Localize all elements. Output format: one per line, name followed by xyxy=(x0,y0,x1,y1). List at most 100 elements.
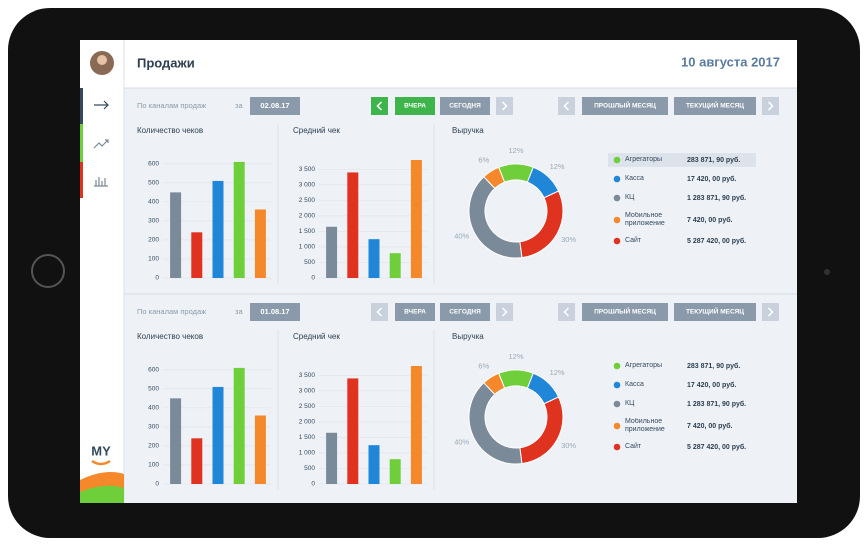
period-button[interactable] xyxy=(440,97,490,115)
y-tick-label: 300 xyxy=(148,424,159,431)
page-date: 10 августа 2017 xyxy=(681,54,780,69)
y-tick-label: 200 xyxy=(148,443,159,450)
period-button-label[interactable]: ТЕКУЩИЙ МЕСЯЦ xyxy=(686,101,744,110)
period-button[interactable] xyxy=(440,303,490,321)
legend-swatch xyxy=(613,362,621,370)
legend-swatch xyxy=(613,237,621,245)
arrow-icon xyxy=(501,101,508,111)
period-button[interactable] xyxy=(395,97,435,115)
nav-icon[interactable] xyxy=(94,177,108,187)
legend-amount: 7 420, 00 руб. xyxy=(687,216,733,224)
legend-amount: 283 871, 90 руб. xyxy=(687,362,740,370)
y-tick-label: 500 xyxy=(148,180,159,187)
period-button[interactable] xyxy=(674,303,756,321)
period-button-label[interactable]: ПРОШЛЫЙ МЕСЯЦ xyxy=(594,101,656,110)
bar xyxy=(389,253,401,278)
legend-swatch xyxy=(613,381,621,389)
legend-amount: 1 283 871, 90 руб. xyxy=(687,194,746,202)
nav-icon[interactable] xyxy=(93,139,109,149)
legend-swatch xyxy=(613,156,621,164)
period-button[interactable] xyxy=(674,97,756,115)
arrow-button[interactable] xyxy=(496,97,513,115)
period-button-label[interactable]: СЕГОДНЯ xyxy=(449,103,481,110)
filter-date[interactable]: 01.08.17 xyxy=(260,307,289,316)
chart-title: Средний чек xyxy=(293,126,340,135)
period-button[interactable] xyxy=(395,303,435,321)
y-tick-label: 400 xyxy=(148,199,159,206)
legend-name-box: Сайт xyxy=(625,237,641,244)
period-button[interactable] xyxy=(582,97,668,115)
arrow-icon xyxy=(767,101,774,111)
legend-swatch xyxy=(613,216,621,224)
arrow-button[interactable] xyxy=(371,97,388,115)
legend-name-box: КЦ xyxy=(625,400,635,407)
bar xyxy=(191,232,203,278)
legend-name-box: Мобильное приложение xyxy=(625,212,665,227)
y-tick-label: 500 xyxy=(148,386,159,393)
y-tick-label: 2 500 xyxy=(299,197,316,204)
bar xyxy=(191,438,203,484)
bar xyxy=(347,172,359,278)
donut-label: 6% xyxy=(478,155,489,164)
legend-amount: 5 287 420, 00 руб. xyxy=(687,237,746,245)
logo: MY xyxy=(91,443,111,458)
period-button-label[interactable]: ВЧЕРА xyxy=(404,103,426,110)
y-tick-label: 600 xyxy=(148,161,159,168)
legend-name: Агрегаторы xyxy=(625,156,663,163)
home-button[interactable] xyxy=(31,254,65,288)
arrow-icon xyxy=(501,307,508,317)
donut-label: 12% xyxy=(550,162,565,171)
legend-name-box: Мобильное приложение xyxy=(625,418,665,433)
y-tick-label: 3 000 xyxy=(299,388,316,395)
y-tick-label: 2 000 xyxy=(299,213,316,220)
arrow-button[interactable] xyxy=(371,303,388,321)
bar xyxy=(233,161,245,278)
arrow-icon xyxy=(376,307,383,317)
period-button[interactable] xyxy=(582,303,668,321)
arrow-button[interactable] xyxy=(558,97,575,115)
arrow-button[interactable] xyxy=(496,303,513,321)
arrow-button[interactable] xyxy=(762,303,779,321)
nav-marker xyxy=(80,162,83,198)
arrow-icon xyxy=(767,307,774,317)
legend-highlight xyxy=(608,153,756,167)
legend-amount: 1 283 871, 90 руб. xyxy=(687,400,746,408)
bar xyxy=(326,226,338,278)
bar xyxy=(410,366,422,484)
legend-name-box: КЦ xyxy=(625,194,635,201)
date-box[interactable] xyxy=(250,97,300,115)
legend-name: КЦ xyxy=(625,194,635,201)
nav-icon[interactable] xyxy=(94,100,109,110)
legend-name-box: Касса xyxy=(625,381,644,388)
period-button-label[interactable]: СЕГОДНЯ xyxy=(449,309,481,316)
chart-title: Количество чеков xyxy=(137,332,203,341)
period-button-label[interactable]: ТЕКУЩИЙ МЕСЯЦ xyxy=(686,307,744,316)
period-button-label[interactable]: ВЧЕРА xyxy=(404,309,426,316)
date-box[interactable] xyxy=(250,303,300,321)
y-tick-label: 0 xyxy=(155,481,159,488)
filter-date[interactable]: 02.08.17 xyxy=(260,101,289,110)
y-tick-label: 100 xyxy=(148,462,159,469)
sidebar xyxy=(80,40,124,503)
bar xyxy=(347,378,359,484)
header xyxy=(80,40,797,88)
bar xyxy=(410,160,422,278)
legend-name-box: Сайт xyxy=(625,443,642,450)
legend-name-box: Агрегаторы xyxy=(625,362,662,369)
legend-name: Сайт xyxy=(625,443,642,450)
donut-label: 40% xyxy=(454,438,469,447)
arrow-button[interactable] xyxy=(762,97,779,115)
chart-title: Средний чек xyxy=(293,332,340,341)
y-tick-label: 2 500 xyxy=(299,403,316,410)
legend-name-box: Агрегаторы xyxy=(625,156,663,163)
y-tick-label: 200 xyxy=(148,237,159,244)
legend-name: КЦ xyxy=(625,400,635,407)
y-tick-label: 1 500 xyxy=(299,228,316,235)
period-button-label[interactable]: ПРОШЛЫЙ МЕСЯЦ xyxy=(594,307,656,316)
camera xyxy=(824,269,830,275)
arrow-icon xyxy=(376,101,383,111)
y-tick-label: 1 500 xyxy=(299,434,316,441)
donut-segment xyxy=(483,166,506,190)
arrow-button[interactable] xyxy=(558,303,575,321)
